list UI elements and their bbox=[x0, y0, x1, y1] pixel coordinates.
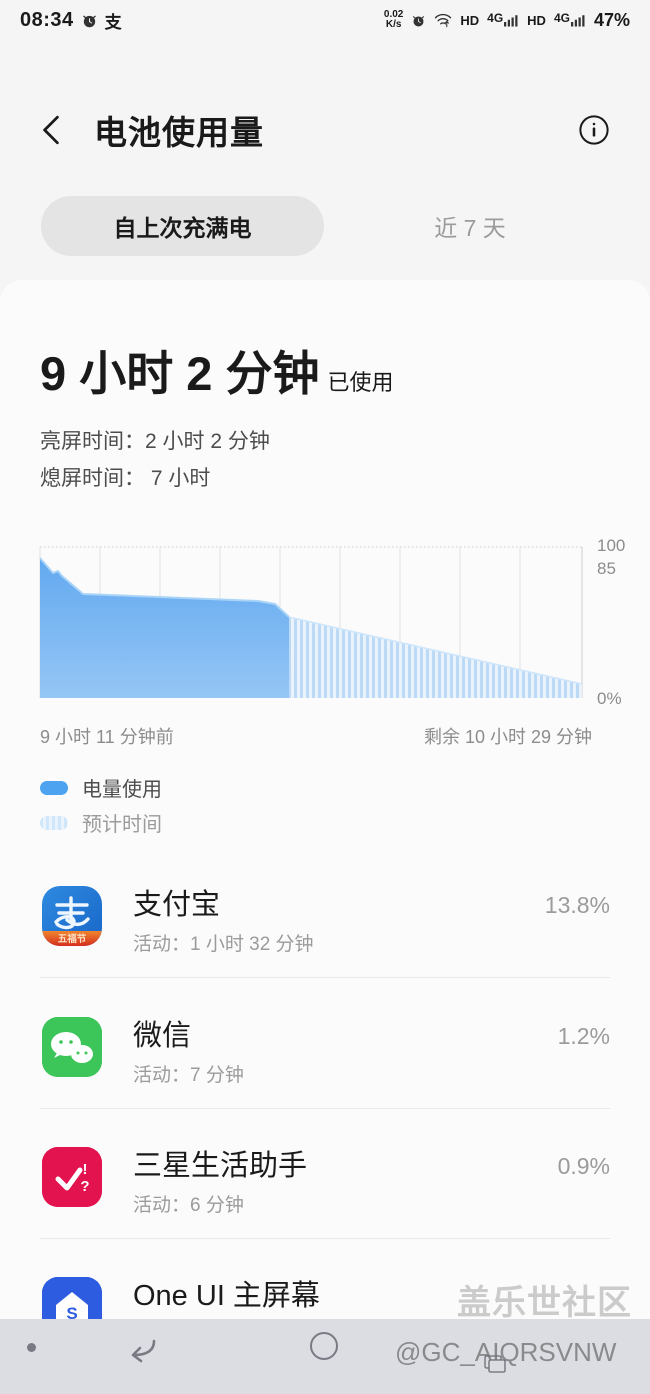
svg-text:?: ? bbox=[80, 1178, 89, 1195]
svg-text:五福节: 五福节 bbox=[58, 933, 87, 945]
svg-text:!: ! bbox=[83, 1161, 88, 1178]
